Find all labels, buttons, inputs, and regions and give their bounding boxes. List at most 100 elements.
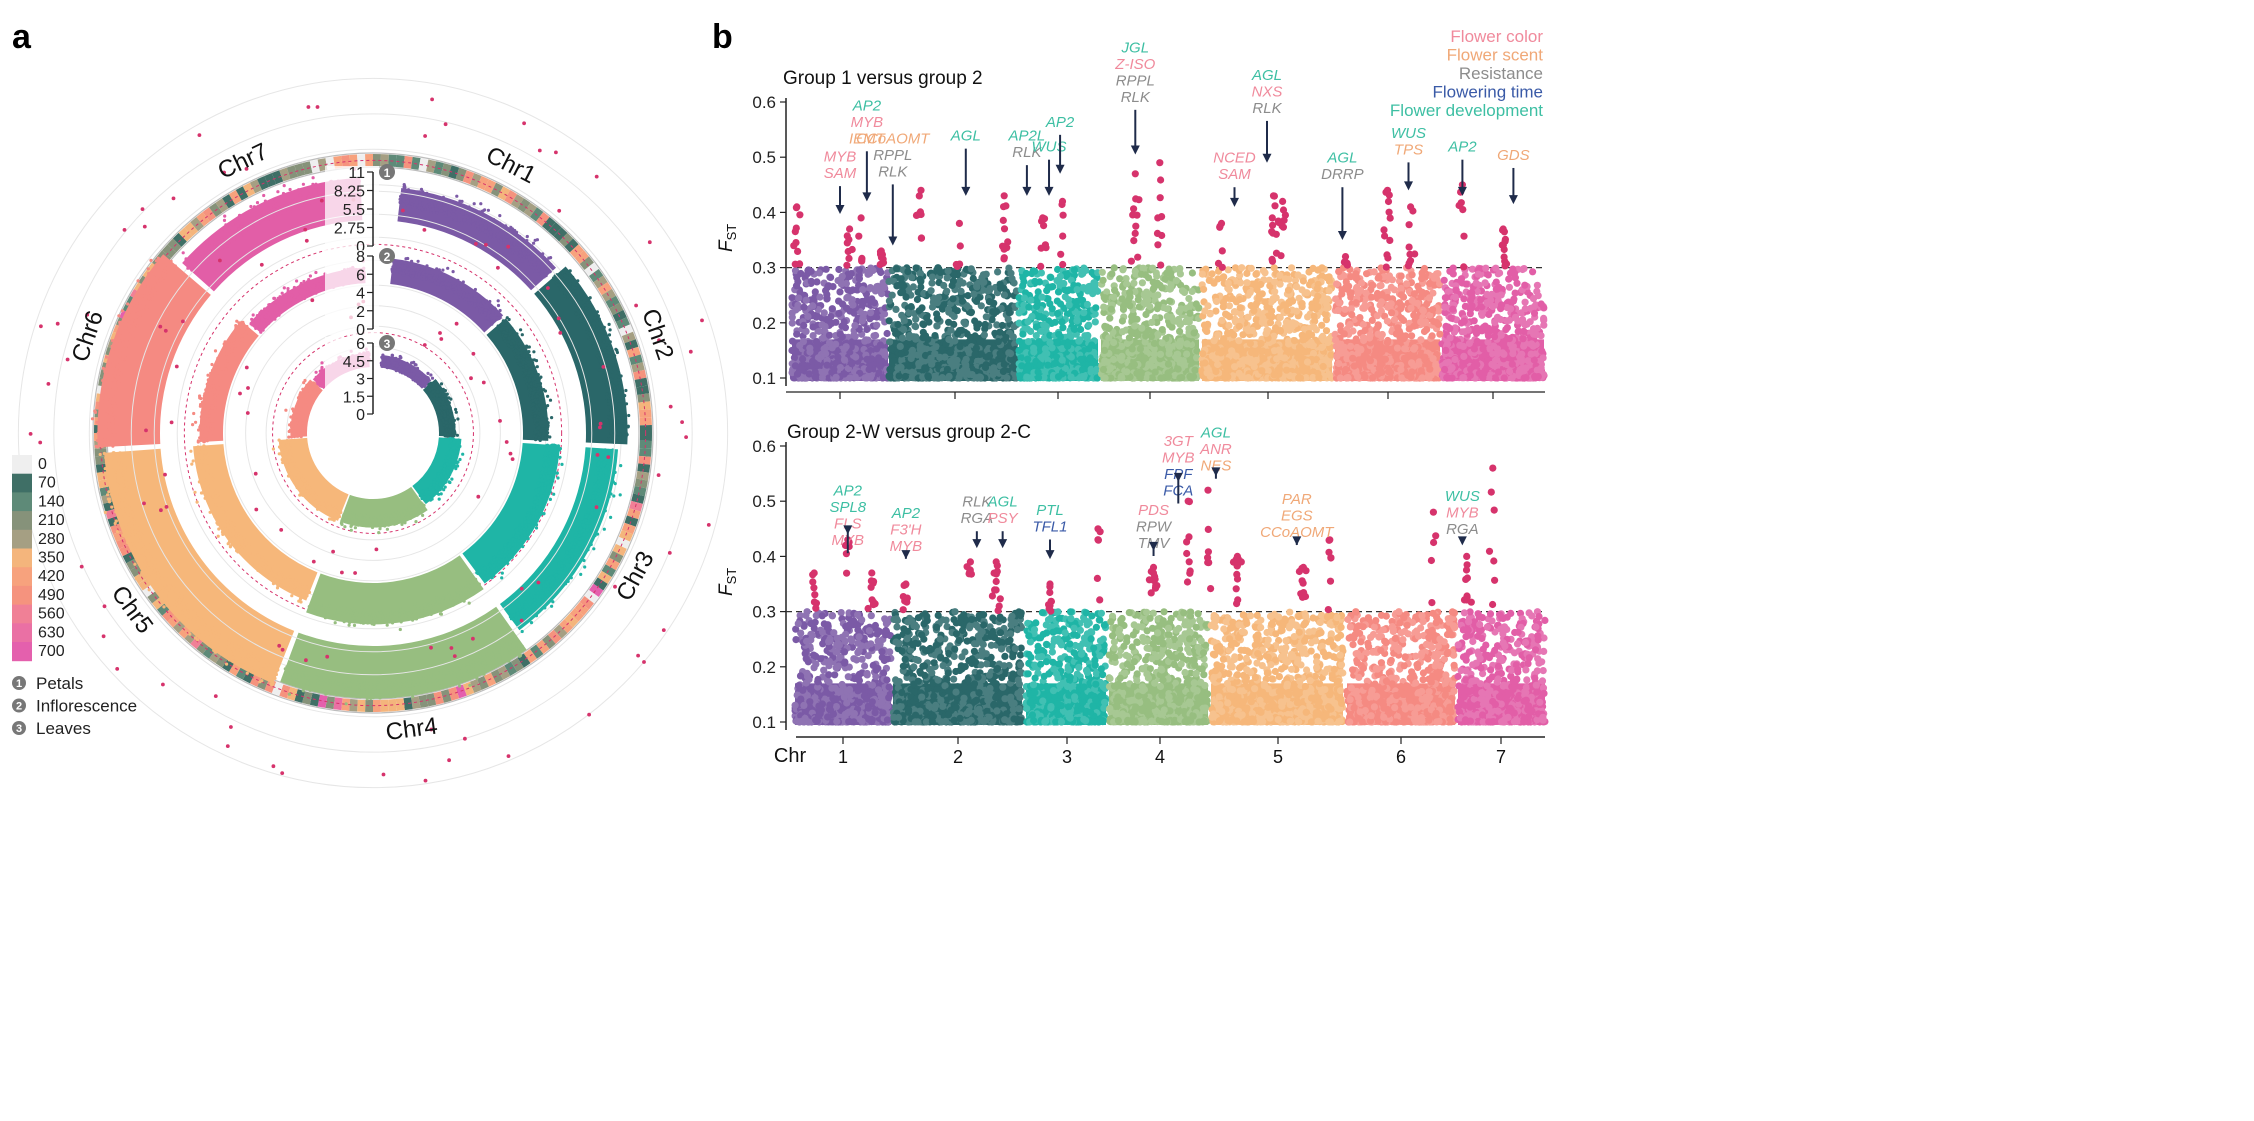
track-point [522, 239, 526, 243]
track-point [163, 583, 167, 587]
track-point [257, 212, 262, 216]
track-point [406, 256, 410, 261]
track-point [232, 648, 236, 652]
track-point [142, 300, 146, 304]
track-point [138, 323, 142, 327]
track-point [265, 677, 269, 681]
track-point [505, 316, 509, 320]
track-point [107, 490, 111, 494]
track-point [548, 485, 553, 489]
track-point [414, 265, 418, 269]
track-point [486, 314, 490, 318]
track-point [598, 449, 603, 453]
track-point [481, 300, 485, 305]
density-ring-cell [542, 217, 556, 232]
track-point [527, 353, 532, 358]
track-significant-point [443, 122, 448, 127]
track-point [135, 324, 139, 328]
track-point [557, 570, 561, 574]
track-point [303, 194, 307, 198]
track-significant-point [601, 365, 606, 369]
track-threshold-circle [99, 159, 647, 707]
track-point [495, 232, 500, 236]
track-point [264, 217, 268, 222]
track-point [614, 374, 619, 378]
track-point [529, 621, 534, 625]
track-point [458, 295, 462, 299]
track-point [304, 673, 308, 678]
track-point [161, 577, 165, 581]
track-point [475, 676, 479, 680]
track-point [126, 327, 130, 331]
track-point [590, 522, 594, 526]
track-point [390, 269, 394, 273]
track-significant-point [668, 404, 673, 409]
track-point [257, 658, 261, 662]
track-point [609, 426, 613, 430]
track-point [387, 677, 391, 681]
track-point [551, 585, 555, 589]
track-point [598, 329, 603, 333]
track-point [305, 191, 309, 195]
track-point [573, 533, 577, 538]
track-point [502, 330, 506, 334]
track-point [386, 690, 390, 694]
track-significant-point [688, 349, 693, 354]
track-point [566, 284, 570, 288]
track-point [380, 690, 385, 694]
track-point [520, 333, 524, 337]
track-point [282, 198, 287, 202]
track-point [614, 389, 618, 393]
track-point [428, 270, 432, 274]
track-point [478, 658, 482, 662]
track-point [510, 238, 515, 242]
track-point [511, 339, 515, 343]
track-point [113, 479, 117, 483]
track-significant-point [115, 667, 120, 671]
density-ring-cell [286, 686, 298, 701]
track-point [136, 537, 140, 541]
track-point [415, 190, 419, 194]
track-point [101, 433, 105, 437]
track-significant-point [423, 134, 427, 138]
track-point [477, 216, 481, 220]
track-point [145, 299, 149, 304]
track-point [185, 616, 189, 620]
track-point [412, 680, 416, 685]
track-point [456, 674, 460, 678]
track-point [613, 470, 617, 474]
track-point [118, 451, 122, 455]
track-point [358, 695, 362, 699]
track-point [600, 487, 604, 491]
track-point [350, 679, 355, 683]
track-point [503, 651, 507, 655]
track-point [610, 370, 615, 374]
density-ring-cell [624, 515, 639, 527]
track-point [143, 564, 147, 568]
track-point [521, 248, 525, 252]
density-ring-cell [476, 675, 489, 690]
track-point [105, 438, 109, 442]
track-point [550, 416, 554, 420]
track-point [562, 571, 566, 575]
track-point [410, 202, 414, 206]
track-point [590, 318, 594, 323]
track-point [409, 190, 413, 194]
density-ring-cell [403, 155, 413, 169]
track-point [509, 345, 514, 349]
track-point [537, 383, 541, 387]
track-point [522, 251, 526, 255]
track-significant-point [423, 778, 428, 783]
track-point [507, 241, 511, 245]
track-point [150, 280, 154, 284]
track-point [300, 191, 304, 195]
track-point [548, 476, 552, 480]
track-point [468, 215, 473, 219]
track-point [134, 315, 138, 319]
track-point [118, 320, 122, 324]
track-point [110, 505, 114, 509]
track-point [609, 381, 613, 385]
track-point [285, 668, 289, 672]
track-point [584, 515, 588, 519]
track-point [205, 244, 209, 248]
